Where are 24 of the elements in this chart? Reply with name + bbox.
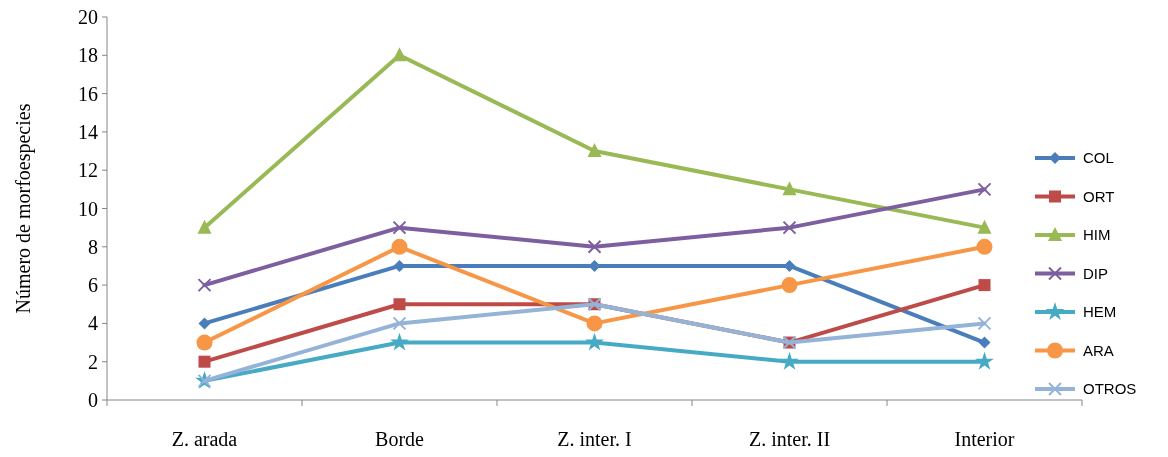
legend-label: HIM: [1083, 226, 1111, 244]
y-tick-label: 12: [78, 159, 98, 182]
y-tick-label: 10: [78, 197, 98, 220]
x-tick-label: Interior: [954, 428, 1015, 450]
y-tick-label: 18: [78, 44, 98, 67]
y-tick-label: 6: [88, 274, 98, 297]
y-tick-label: 14: [78, 120, 98, 143]
x-tick-label: Z. inter. I: [557, 428, 632, 450]
legend-label: OTROS: [1083, 380, 1137, 398]
legend-label: DIP: [1083, 264, 1109, 282]
y-tick-label: 16: [78, 82, 98, 105]
x-tick-label: Borde: [375, 428, 425, 450]
x-tick-label: Z. inter. II: [748, 428, 831, 450]
y-tick-label: 4: [88, 312, 98, 335]
y-axis-title: Número de morfoespecies: [12, 103, 35, 314]
y-tick-label: 20: [78, 6, 98, 28]
legend-label: COL: [1083, 149, 1114, 167]
x-tick-label: Z. arada: [171, 428, 238, 450]
y-tick-label: 8: [88, 235, 98, 258]
y-tick-label: 0: [88, 389, 98, 411]
legend-label: ARA: [1083, 341, 1114, 359]
legend-label: ORT: [1083, 187, 1115, 205]
legend-label: HEM: [1083, 303, 1117, 321]
y-tick-label: 2: [88, 350, 98, 373]
